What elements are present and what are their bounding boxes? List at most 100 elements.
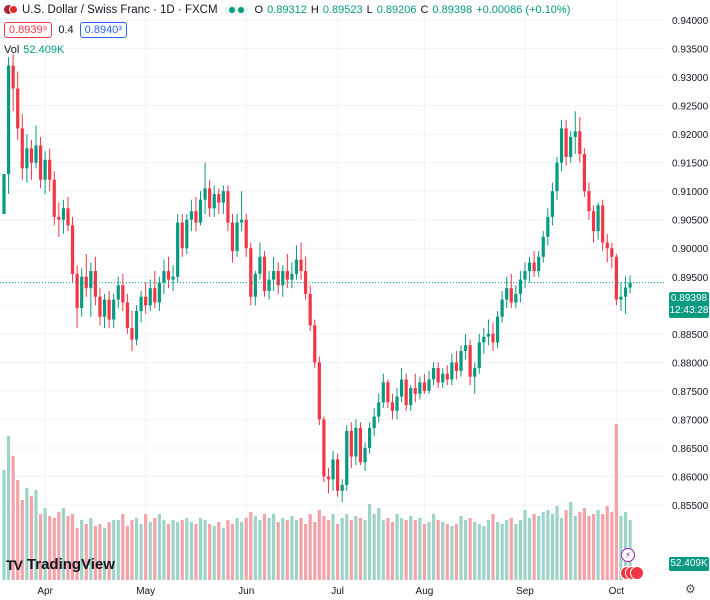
y-axis[interactable]: 0.94000 0.93500 0.93000 0.92500 0.92000 0.915… [672,16,709,512]
flag-pair-icon [4,4,18,16]
volume-bar [390,522,395,580]
candle-body [582,154,586,192]
candle-body [628,282,632,288]
y-tick-label: 0.91000 [672,187,709,198]
volume-bar [527,518,532,580]
candle-body [473,368,477,377]
volume-bar [619,516,623,580]
candle-body [226,191,230,223]
candle-body [262,256,267,292]
volume-bar [153,518,157,580]
volume-bar [11,456,15,580]
volume-bar [166,524,171,580]
candle-body [240,219,244,223]
candle-body [157,282,161,303]
change-value: +0.00086 (+0.10%) [476,4,571,16]
candle-body [372,416,376,428]
candle-body [125,302,129,329]
candle-body [500,299,504,317]
candle-body [422,382,427,391]
volume-bar [262,514,267,580]
volume-bar [486,520,491,580]
volume-bar [454,524,459,580]
volume-bar [285,520,289,580]
last-price-value: 0.89398 [670,293,708,304]
candle-body [340,485,344,491]
candle-body [559,128,564,163]
candle-body [336,459,340,491]
volume-bar [16,480,20,580]
volume-bar [29,496,34,580]
volume-bar [491,514,495,580]
candle-body [477,342,481,369]
candle-body [2,174,6,214]
volume-bar [189,522,193,580]
volume-label[interactable]: Vol [4,44,20,56]
volume-bar [523,510,527,580]
candle-body [555,162,559,192]
event-flag-icon[interactable] [630,566,644,580]
volume-bar [331,514,335,580]
volume-bar [130,520,134,580]
candle-body [349,430,353,457]
volume-bar [450,526,454,580]
candle-body [313,325,317,363]
candle-body [11,65,15,89]
volume-bar [2,470,6,580]
candle-body [619,296,623,300]
candle-body [308,293,312,326]
symbol-title[interactable]: U.S. Dollar / Swiss Franc · 1D · FXCM [22,4,218,16]
lightning-icon[interactable]: ⚡ [621,548,635,562]
x-tick-label: Apr [37,586,53,597]
y-tick-label: 0.87500 [672,387,709,398]
candle-body [322,419,326,477]
candle-body [395,396,399,411]
volume-bar [463,520,468,580]
status-dot-icon [237,7,244,13]
sell-button[interactable]: 0.8939⁹ [4,22,53,38]
candle-body [495,316,500,343]
volume-bar [623,512,628,580]
volume-bar [473,522,477,580]
candle-body [162,271,166,283]
volume-bar [276,522,280,580]
volume-bar [162,520,166,580]
quote-row: 0.8939⁹ 0.4 0.8940³ [4,22,127,38]
volume-bar [185,518,189,580]
volume-bar [564,510,568,580]
candle-body [112,299,116,320]
y-tick-label: 0.88500 [672,330,709,341]
candle-body [605,242,609,249]
candle-body [38,145,43,180]
volume-price-tag: 52.409K [669,557,709,571]
volume-bar [441,522,445,580]
buy-button[interactable]: 0.8940³ [79,22,127,38]
candle-body [454,362,459,371]
candle-body [144,296,148,306]
candle-body [623,287,628,297]
market-status-badge[interactable] [224,6,248,14]
tradingview-logo[interactable]: TV TradingView [6,556,115,573]
close-value: 0.89398 [432,4,473,16]
candle-body [34,145,38,163]
volume-bar [418,518,422,580]
volume-bar [495,522,500,580]
flag-icons[interactable] [620,565,644,580]
volume-bar [157,514,161,580]
volume-bar [427,522,431,580]
candle-body [596,205,600,232]
candle-body [514,293,518,303]
volume-bar [230,524,235,580]
candle-body [299,259,303,272]
candle-body [235,222,239,252]
candles [2,54,632,503]
candle-body [212,194,216,209]
candle-body [450,362,454,380]
x-axis[interactable]: AprMayJunJulAugSepOctNov [37,586,710,597]
volume-bar [431,514,436,580]
candle-body [482,336,486,343]
gear-icon[interactable]: ⚙ [685,582,696,596]
volume-bar [176,522,180,580]
volume-bar [340,518,344,580]
